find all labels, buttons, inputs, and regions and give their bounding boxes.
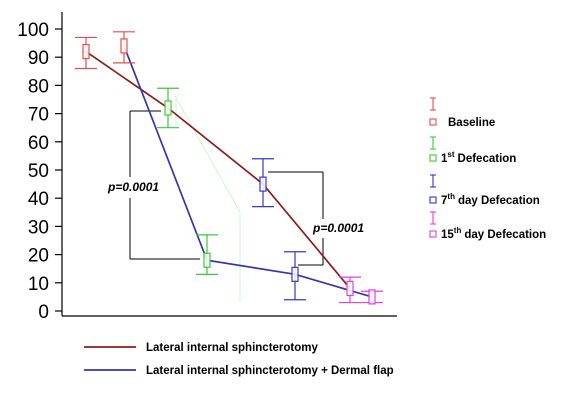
y-tick-label: 70 <box>28 105 49 126</box>
y-tick-label: 30 <box>28 217 49 238</box>
error-bar-icon <box>430 97 436 111</box>
y-axis: 0 10 20 30 40 50 60 70 80 90 100 <box>17 12 63 323</box>
error-bar <box>284 251 306 301</box>
y-tick-label: 50 <box>28 161 49 182</box>
error-bar <box>157 87 179 129</box>
y-tick-label: 80 <box>28 76 49 97</box>
error-bar-icon <box>430 136 436 150</box>
legend-item-series-2: Lateral internal sphincterotomy + Dermal… <box>84 365 394 377</box>
legend-label-text: day Defecation <box>458 195 540 207</box>
legend-label-superscript: st <box>447 150 454 159</box>
legend-label-text: day Defecation <box>464 229 546 241</box>
p-value-label: p=0.0001 <box>107 180 159 194</box>
legend-label: 7th day Defecation <box>441 192 540 207</box>
legend-series-label: Lateral internal sphincterotomy + Dermal… <box>146 365 394 377</box>
p-value-bracket-left <box>129 110 200 260</box>
legend-item-15th-day-defecation: 15th day Defecation <box>429 211 546 241</box>
marker-square-icon <box>429 230 437 238</box>
timepoint-legend: Baseline 1st Defecation 7th day Defecation <box>429 97 546 241</box>
marker-square-icon <box>429 196 437 204</box>
p-value-label: p=0.0001 <box>312 221 364 235</box>
data-point-marker <box>120 38 128 54</box>
error-bar <box>113 31 135 64</box>
legend-item-series-1: Lateral internal sphincterotomy <box>84 342 319 354</box>
series-lines <box>85 45 373 298</box>
legend-item-7th-day-defecation: 7th day Defecation <box>429 174 540 207</box>
y-tick-label: 0 <box>38 302 49 323</box>
series-legend: Lateral internal sphincterotomy Lateral … <box>84 342 394 377</box>
data-point-marker <box>82 43 90 60</box>
legend-label-superscript: th <box>454 226 462 235</box>
data-point-marker <box>368 289 376 305</box>
series-line-2 <box>123 45 373 298</box>
y-tick-label: 100 <box>17 20 49 41</box>
data-point-marker <box>259 176 267 192</box>
error-bars <box>75 31 383 305</box>
marker-square-icon <box>429 118 437 126</box>
data-point-marker <box>203 252 211 268</box>
legend-item-baseline: Baseline <box>429 97 495 129</box>
y-tick-label: 90 <box>28 48 49 69</box>
legend-label-superscript: th <box>447 192 455 201</box>
data-point-marker <box>346 280 354 297</box>
legend-label: Baseline <box>448 117 495 129</box>
y-tick-label: 10 <box>28 274 49 295</box>
y-tick-label: 60 <box>28 133 49 154</box>
faint-guides <box>174 95 241 302</box>
faint-guide-line <box>174 95 241 213</box>
data-point-marker <box>291 266 299 282</box>
marker-square-icon <box>429 154 437 162</box>
error-bar <box>252 158 274 208</box>
y-tick-label: 40 <box>28 189 49 210</box>
error-bar <box>75 36 97 70</box>
data-point-marker <box>164 100 172 116</box>
legend-label-text: Defecation <box>458 153 517 165</box>
error-bar-icon <box>430 174 436 188</box>
legend-series-label: Lateral internal sphincterotomy <box>146 342 319 354</box>
y-ticks: 0 10 20 30 40 50 60 70 80 90 100 <box>17 20 62 323</box>
error-bar-icon <box>430 211 436 225</box>
legend-label: 15th day Defecation <box>441 226 546 241</box>
y-tick-label: 20 <box>28 246 49 267</box>
legend-label-ordinal: 1 <box>441 153 448 165</box>
error-bar <box>339 276 361 304</box>
legend-label-ordinal: 15 <box>441 229 454 241</box>
legend-label-text: Baseline <box>448 117 495 129</box>
legend-item-1st-defecation: 1st Defecation <box>429 136 516 165</box>
legend-label: 1st Defecation <box>441 150 516 165</box>
legend-label-ordinal: 7 <box>441 195 447 207</box>
error-bar <box>196 234 218 275</box>
p-value-bracket-right <box>268 171 324 266</box>
error-bar <box>361 289 383 305</box>
series-line-1 <box>85 50 351 289</box>
